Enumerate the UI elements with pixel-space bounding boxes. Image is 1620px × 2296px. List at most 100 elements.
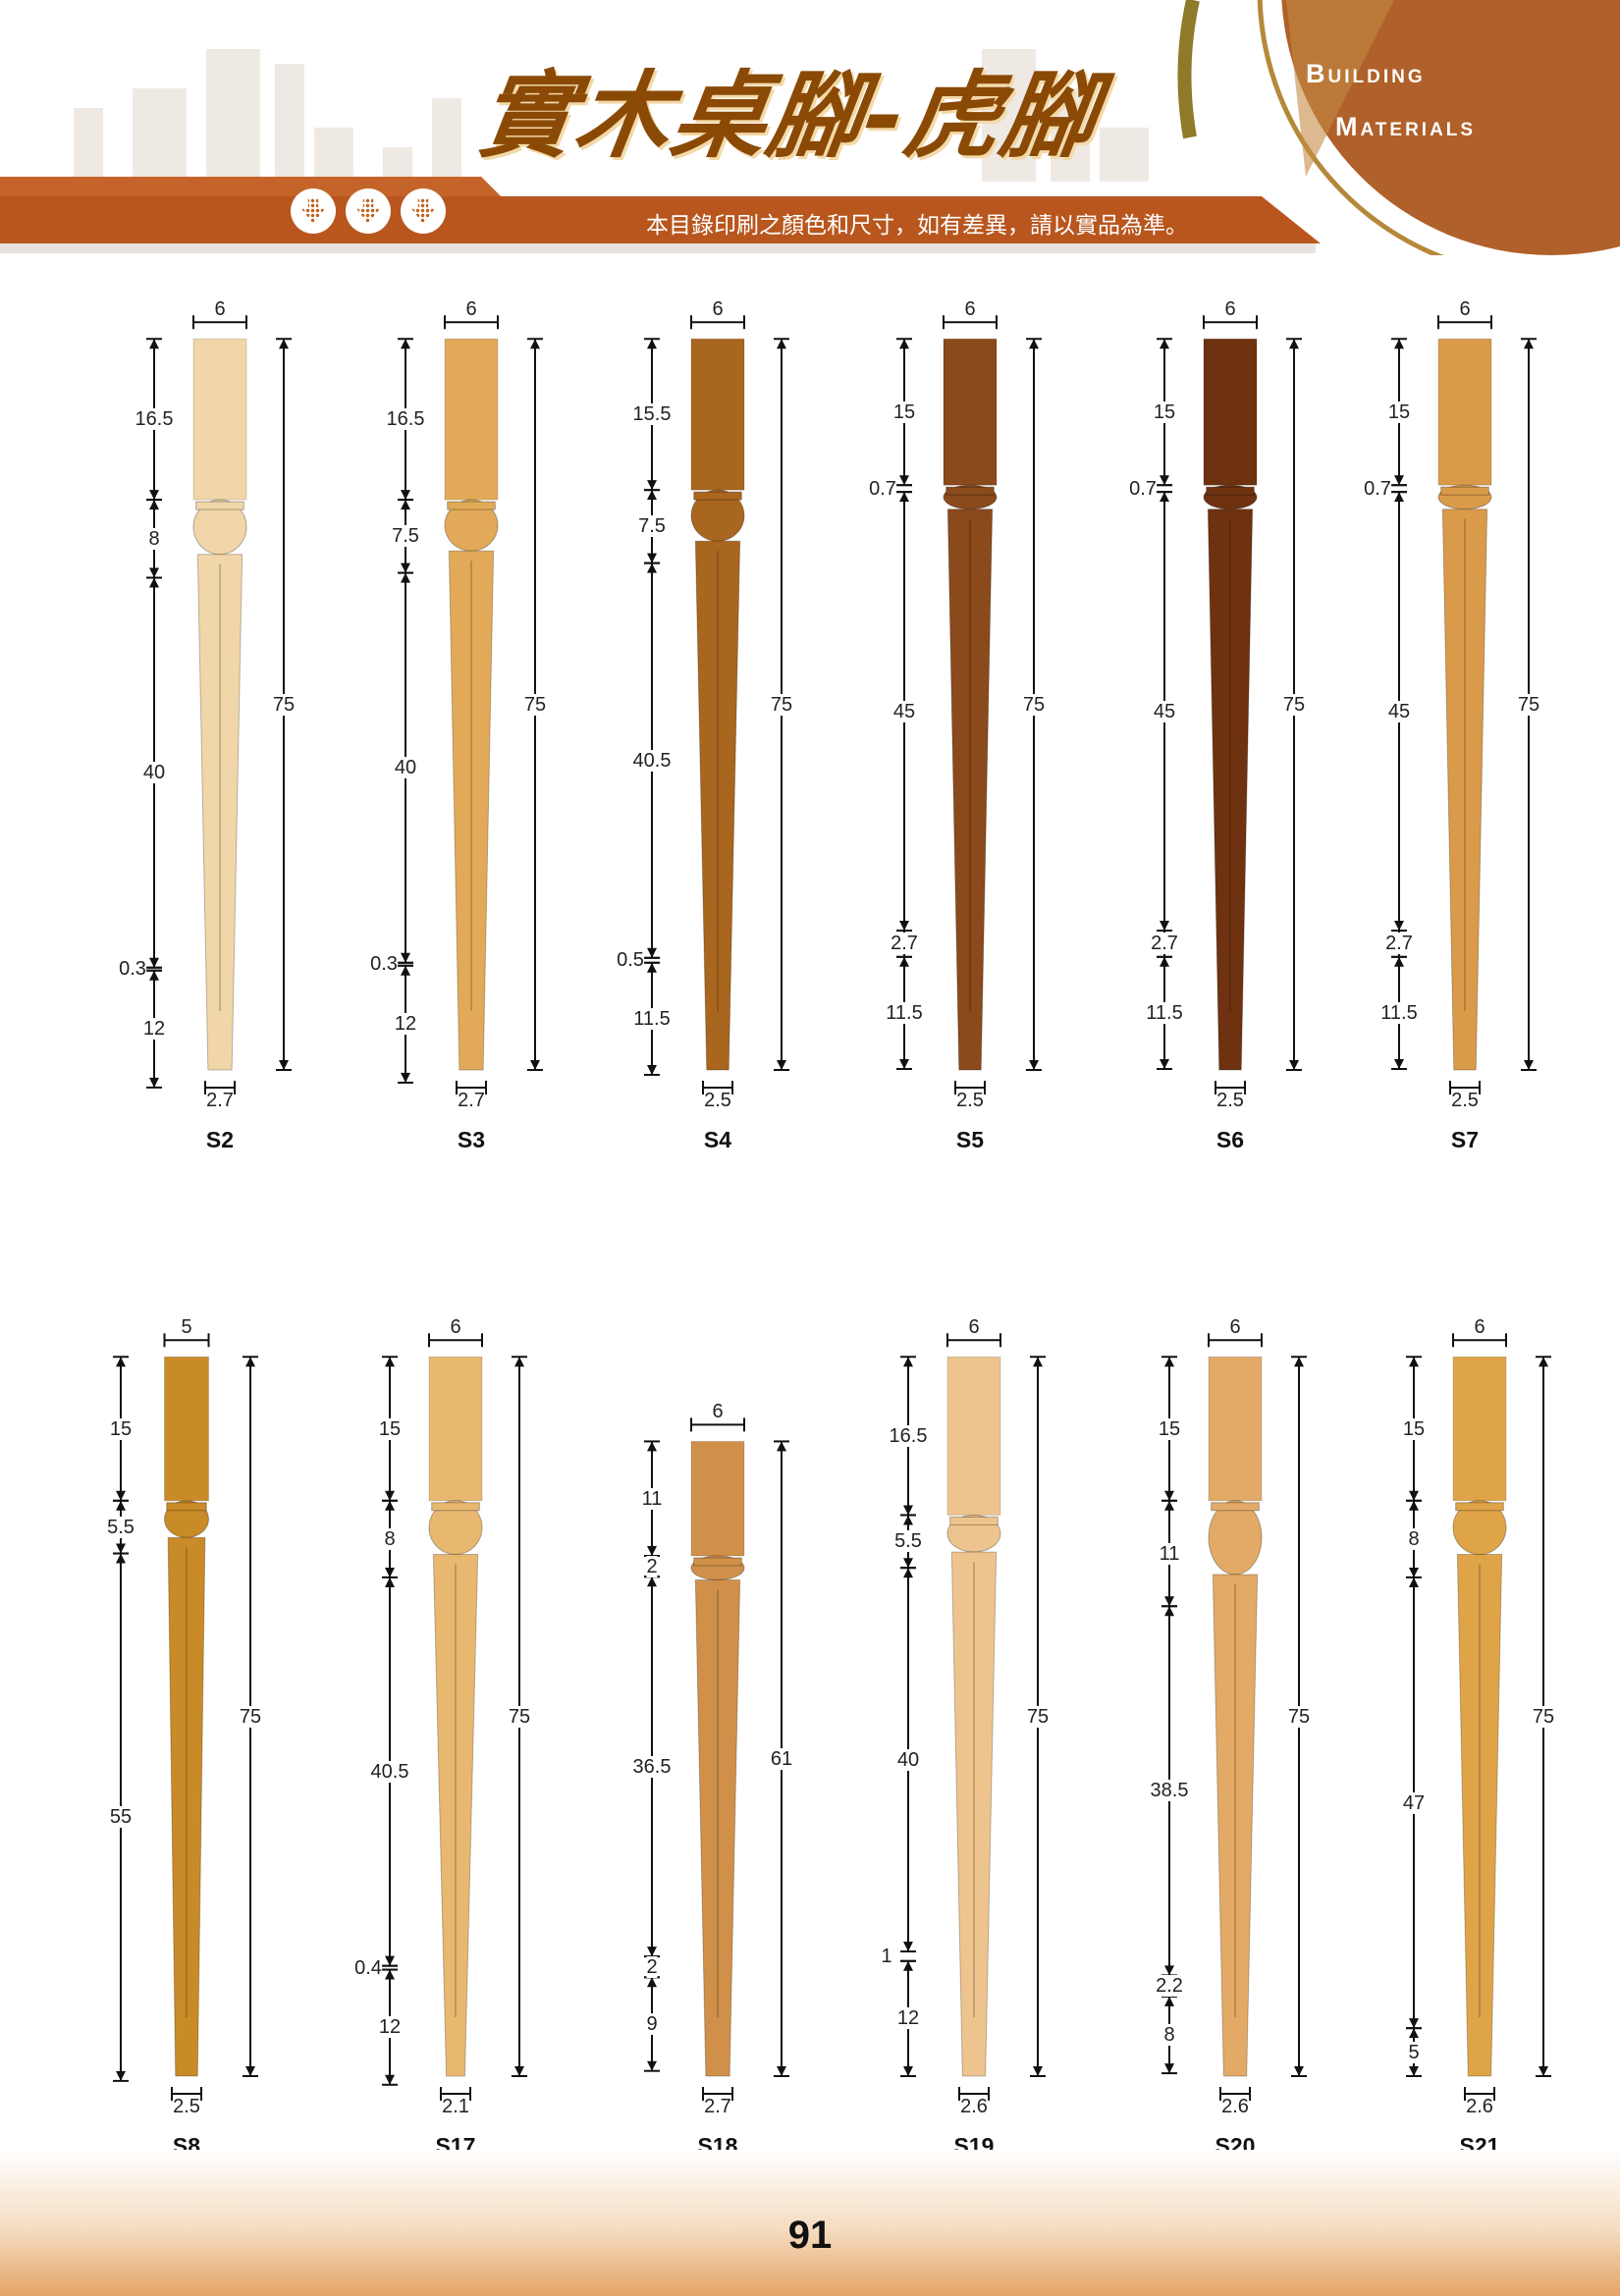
top-width-label: 6 [1474, 1316, 1485, 1339]
brand-label: Building Materials [1306, 47, 1476, 153]
segment-dimension-label: 11.5 [633, 1007, 671, 1030]
table-leg-s4[interactable] [690, 338, 745, 1071]
table-leg-s21[interactable] [1452, 1356, 1507, 2077]
city-skyline-graphic [74, 49, 1149, 182]
segment-dimension-label: 40.5 [370, 1760, 409, 1783]
segment-dimension-label: 0.7 [869, 477, 896, 500]
segment-dimension-label: 0.4 [354, 1956, 382, 1979]
ring-arc [1177, 0, 1200, 139]
segment-dimension-label: 5.5 [107, 1516, 135, 1538]
segment-dimension-label: 15 [109, 1417, 133, 1440]
table-leg-s19[interactable] [946, 1356, 1001, 2077]
top-width-label: 6 [1229, 1316, 1241, 1339]
brand-circle [1281, 0, 1620, 255]
segment-dimension-label: 11.5 [1380, 1001, 1418, 1024]
top-width-label: 6 [964, 298, 976, 321]
segment-dimension-label: 16.5 [135, 408, 174, 431]
bottom-width-label: 2.7 [206, 1090, 234, 1111]
bottom-width-label: 2.1 [442, 2096, 469, 2117]
top-width-label: 6 [465, 298, 477, 321]
total-height-label: 75 [508, 1705, 531, 1728]
total-height-label: 75 [272, 693, 296, 716]
header-graphic [0, 0, 1620, 255]
table-leg-s17[interactable] [428, 1356, 483, 2077]
table-leg-s8[interactable] [164, 1356, 209, 2077]
segment-dimension-label: 8 [148, 527, 160, 550]
top-width-label: 6 [214, 298, 226, 321]
segment-dimension-label: 5 [1408, 2041, 1420, 2063]
segment-dimension-label: 15 [1402, 1417, 1426, 1440]
bottom-width-label: 2.5 [956, 1090, 984, 1111]
product-code: S7 [1450, 1127, 1480, 1152]
total-height-label: 75 [1287, 1705, 1311, 1728]
segment-dimension-label: 15 [1153, 400, 1176, 423]
segment-dimension-label: 2.7 [891, 933, 918, 955]
total-height-label: 75 [1026, 1705, 1050, 1728]
product-code: S3 [457, 1127, 486, 1152]
bottom-width-label: 2.6 [1221, 2096, 1249, 2117]
footer-band [0, 2150, 1620, 2296]
arrow-down-dots-icon [346, 188, 391, 234]
bottom-width-label: 2.5 [173, 2096, 200, 2117]
product-code: S4 [703, 1127, 732, 1152]
segment-dimension-label: 55 [109, 1806, 133, 1829]
segment-dimension-label: 2.7 [1385, 933, 1413, 955]
segment-dimension-label: 8 [1408, 1527, 1420, 1550]
table-leg-s3[interactable] [444, 338, 499, 1071]
top-width-label: 5 [181, 1316, 192, 1339]
top-width-label: 6 [1224, 298, 1236, 321]
segment-dimension-label: 40 [896, 1748, 920, 1771]
segment-dimension-label: 8 [1163, 2023, 1175, 2046]
segment-dimension-label: 12 [378, 2016, 402, 2039]
segment-dimension-label: 45 [892, 700, 916, 722]
segment-dimension-label: 15 [1387, 400, 1411, 423]
table-leg-s5[interactable] [943, 338, 998, 1071]
segment-dimension-label: 11.5 [886, 1001, 923, 1024]
total-height-label: 75 [1282, 693, 1306, 716]
bottom-width-label: 2.6 [1466, 2096, 1493, 2117]
total-height-label: 75 [770, 693, 793, 716]
segment-dimension-label: 45 [1153, 700, 1176, 722]
segment-dimension-label: 2 [646, 1555, 658, 1577]
segment-dimension-label: 11 [1159, 1542, 1180, 1565]
bottom-width-label: 2.5 [1216, 1090, 1244, 1111]
segment-dimension-label: 36.5 [632, 1755, 672, 1778]
segment-dimension-label: 5.5 [894, 1530, 922, 1553]
total-height-label: 75 [523, 693, 547, 716]
arrow-down-dots-icon [291, 188, 336, 234]
segment-dimension-label: 2.7 [1151, 933, 1178, 955]
table-leg-s7[interactable] [1437, 338, 1492, 1071]
bottom-width-label: 2.5 [1451, 1090, 1479, 1111]
segment-dimension-label: 9 [646, 2013, 658, 2035]
table-leg-s6[interactable] [1203, 338, 1258, 1071]
total-height-label: 75 [1022, 693, 1046, 716]
segment-dimension-label: 1 [881, 1945, 892, 1967]
table-leg-s20[interactable] [1208, 1356, 1263, 2077]
segment-dimension-label: 8 [384, 1527, 396, 1550]
segment-dimension-label: 15 [378, 1417, 402, 1440]
brand-line-2: Materials [1335, 112, 1477, 141]
segment-dimension-label: 38.5 [1150, 1780, 1189, 1802]
top-width-label: 6 [968, 1316, 980, 1339]
disclaimer-text: 本目錄印刷之顏色和尺寸，如有差異，請以實品為準。 [646, 213, 1188, 239]
segment-dimension-label: 45 [1387, 700, 1411, 722]
segment-dimension-label: 2 [646, 1955, 658, 1978]
segment-dimension-label: 0.7 [1364, 477, 1391, 500]
brand-line-1: Building [1306, 59, 1426, 88]
segment-dimension-label: 0.3 [370, 953, 398, 976]
segment-dimension-label: 12 [142, 1018, 166, 1041]
top-width-label: 6 [712, 298, 724, 321]
segment-dimension-label: 11.5 [1146, 1001, 1183, 1024]
segment-dimension-label: 7.5 [638, 515, 666, 538]
segment-dimension-label: 47 [1402, 1791, 1426, 1814]
total-height-label: 75 [1517, 693, 1540, 716]
page-number: 91 [787, 2214, 833, 2257]
table-leg-s2[interactable] [192, 338, 247, 1071]
table-leg-s18[interactable] [690, 1440, 745, 2077]
segment-dimension-label: 40 [142, 762, 166, 784]
segment-dimension-label: 40.5 [632, 749, 672, 772]
arrow-down-dots-icon [401, 188, 446, 234]
top-width-label: 6 [712, 1401, 724, 1423]
bottom-width-label: 2.6 [960, 2096, 988, 2117]
